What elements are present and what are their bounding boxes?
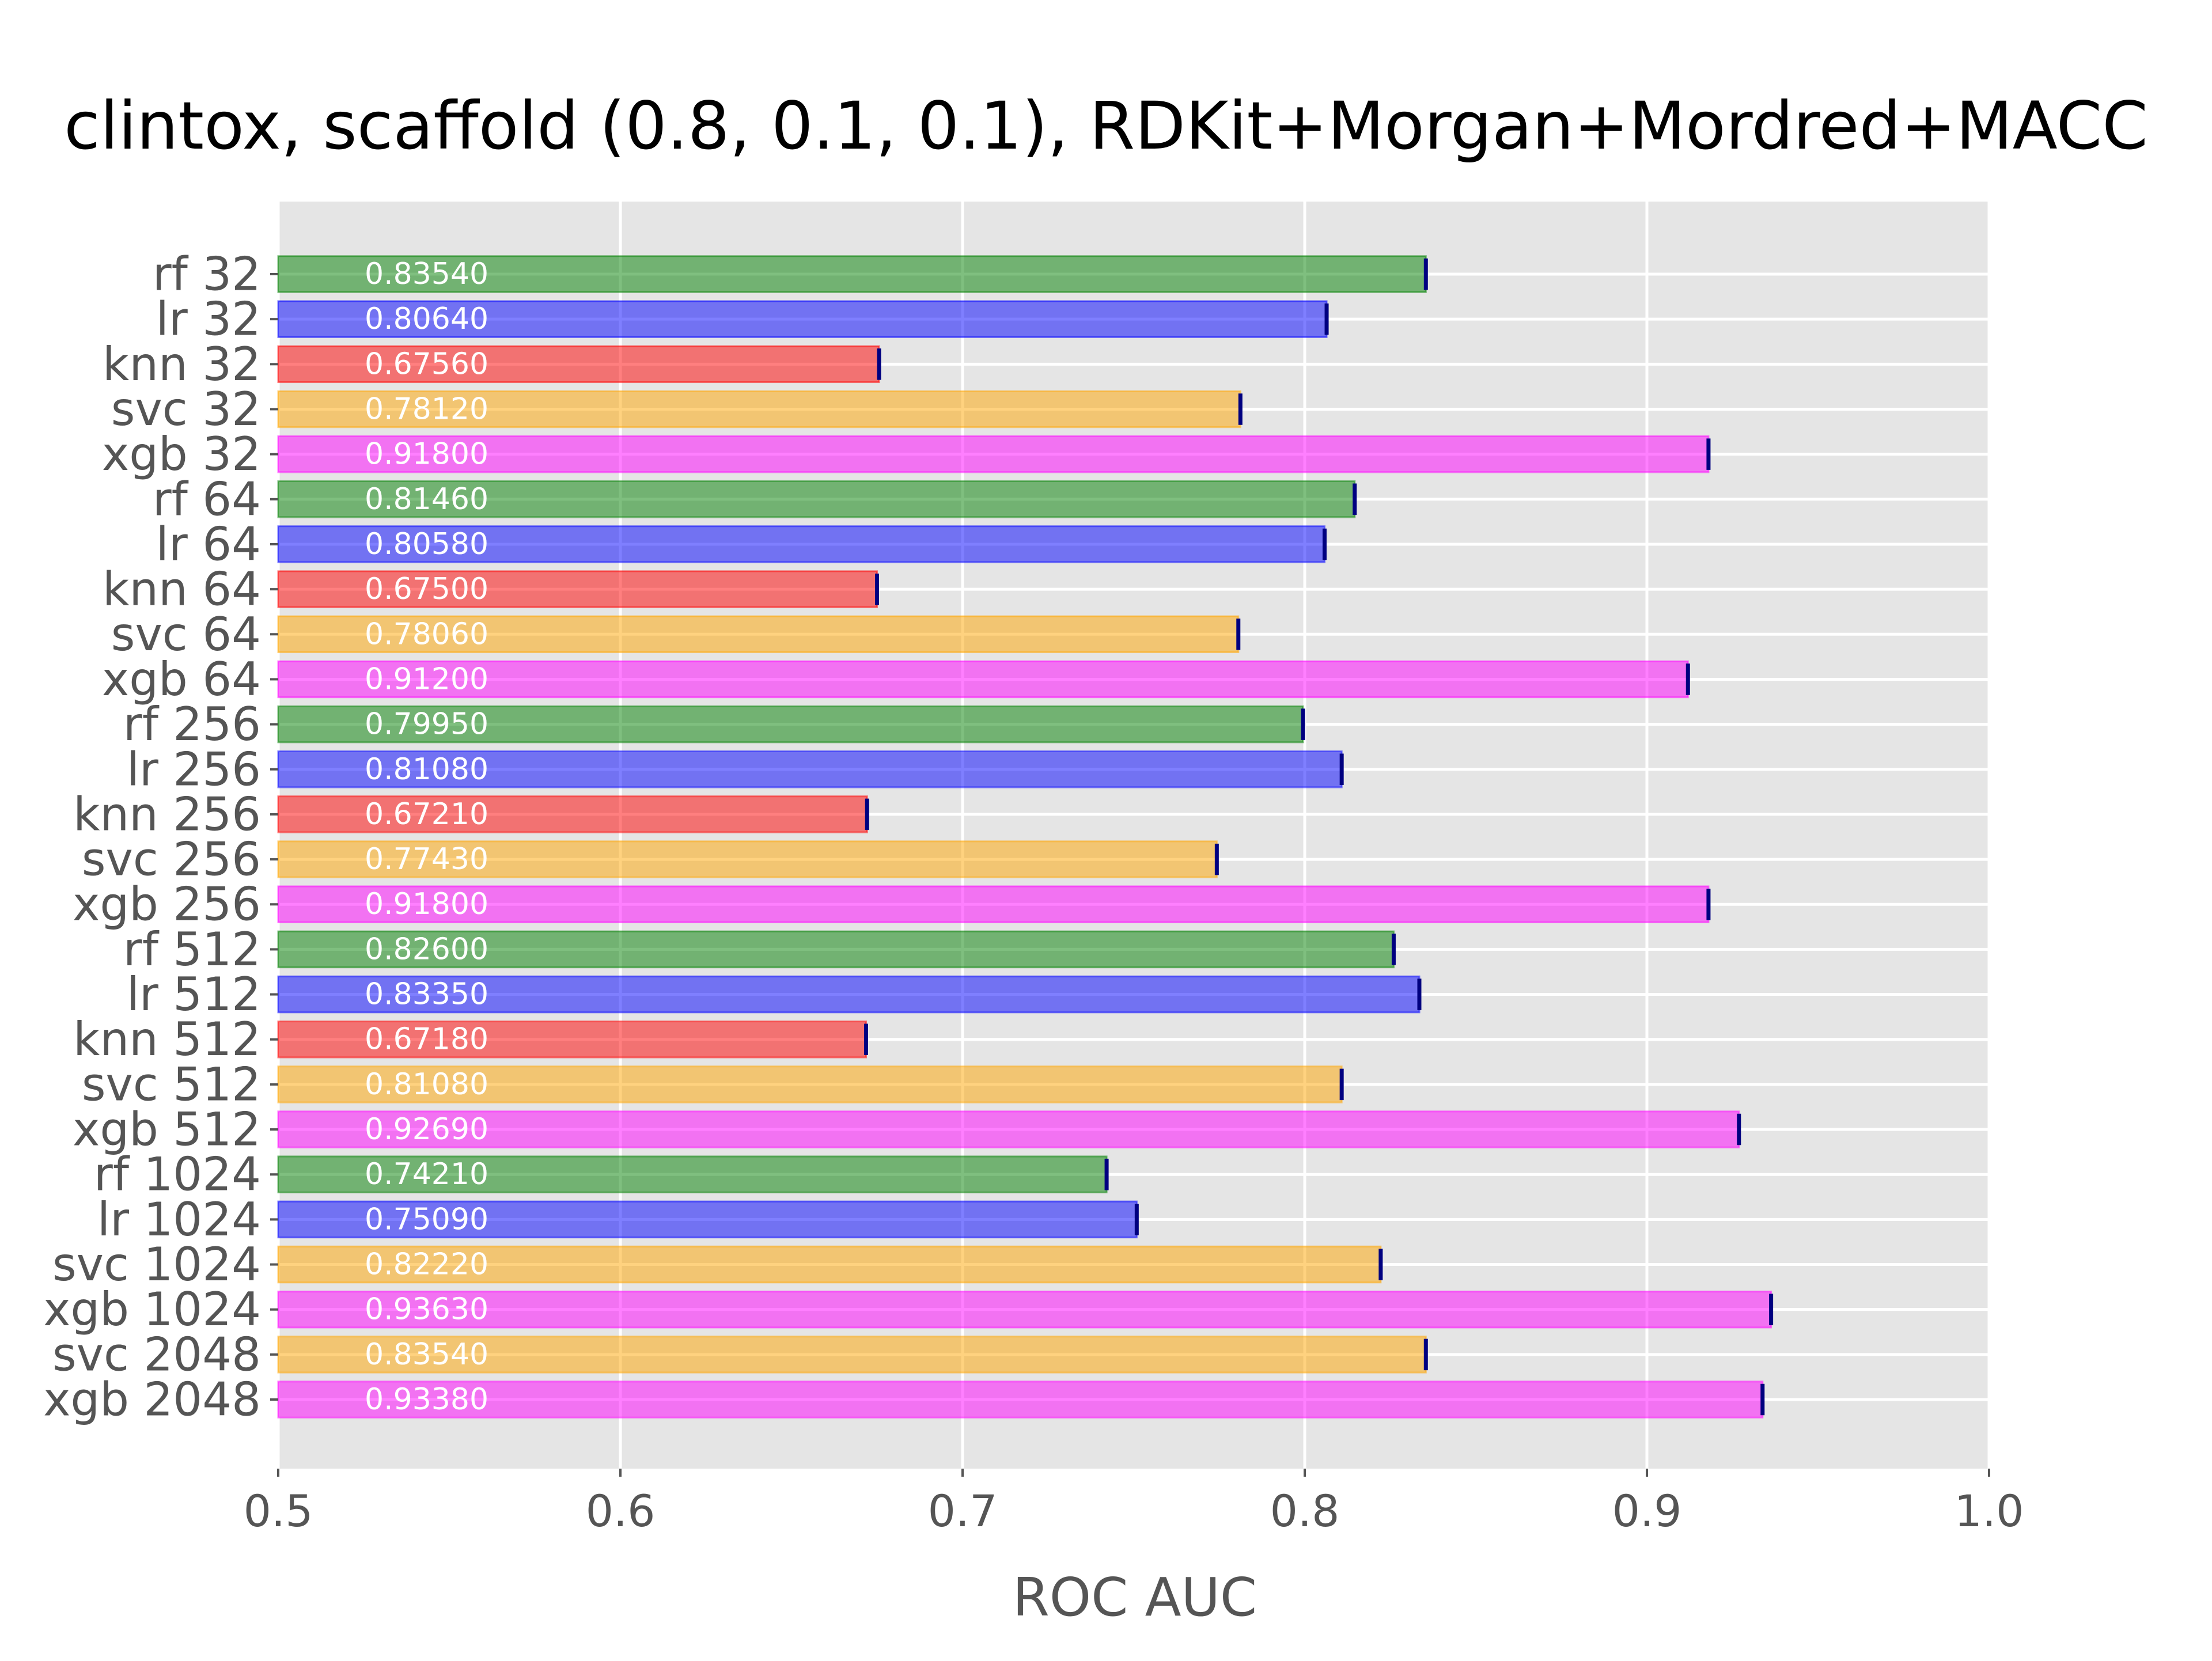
bar — [277, 480, 1356, 518]
value-label: 0.81080 — [365, 1067, 488, 1102]
bar — [277, 615, 1240, 654]
value-label: 0.81080 — [365, 752, 488, 787]
y-tick-label: xgb 256 — [73, 878, 261, 931]
y-tick-label: xgb 32 — [102, 427, 261, 481]
y-tick-label: xgb 2048 — [43, 1373, 261, 1427]
y-tick-label: knn 256 — [73, 787, 261, 841]
bar — [277, 345, 880, 384]
value-label: 0.67560 — [365, 347, 488, 381]
value-label: 0.93380 — [365, 1382, 488, 1417]
value-label: 0.82600 — [365, 932, 488, 966]
value-label: 0.79950 — [365, 707, 488, 742]
y-tick-label: svc 256 — [82, 833, 261, 886]
y-tick-label: xgb 64 — [102, 653, 261, 706]
y-tick-label: svc 64 — [111, 608, 261, 661]
y-tick-label: knn 512 — [73, 1012, 261, 1066]
value-label: 0.80640 — [365, 302, 488, 336]
y-tick-label: lr 256 — [127, 742, 261, 796]
y-tick-label: rf 512 — [123, 923, 261, 976]
value-label: 0.78060 — [365, 617, 488, 651]
value-label: 0.67500 — [365, 572, 488, 606]
y-tick-label: svc 512 — [82, 1057, 261, 1111]
x-tick-label: 0.8 — [1270, 1485, 1340, 1537]
y-tick-label: lr 1024 — [97, 1193, 261, 1246]
y-tick-label: lr 512 — [127, 968, 261, 1021]
y-tick-label: svc 32 — [111, 382, 261, 436]
bar — [277, 525, 1325, 563]
value-label: 0.67210 — [365, 797, 488, 832]
y-tick-label: rf 64 — [153, 472, 261, 526]
bar — [277, 435, 1710, 473]
value-label: 0.75090 — [365, 1202, 488, 1237]
bar — [277, 840, 1218, 878]
y-tick-label: xgb 1024 — [43, 1283, 261, 1336]
bar — [277, 1245, 1382, 1284]
y-tick-label: svc 1024 — [52, 1238, 261, 1291]
bar — [277, 750, 1343, 788]
x-tick-label: 0.6 — [586, 1485, 656, 1537]
value-label: 0.80580 — [365, 527, 488, 562]
bar — [277, 1110, 1740, 1148]
bar — [277, 975, 1421, 1014]
bar — [277, 705, 1304, 744]
value-label: 0.83350 — [365, 977, 488, 1012]
bar — [277, 1381, 1764, 1419]
value-label: 0.91800 — [365, 437, 488, 472]
value-label: 0.83540 — [365, 257, 488, 291]
value-label: 0.82220 — [365, 1247, 488, 1282]
value-label: 0.81460 — [365, 482, 488, 517]
value-label: 0.91800 — [365, 887, 488, 921]
y-tick-label: svc 2048 — [52, 1328, 261, 1381]
y-tick-label: knn 64 — [103, 563, 261, 616]
bar — [277, 1065, 1343, 1103]
chart-title: clintox, scaffold (0.8, 0.1, 0.1), RDKit… — [64, 88, 2148, 164]
x-axis-label: ROC AUC — [1013, 1567, 1257, 1628]
value-label: 0.91200 — [365, 662, 488, 696]
y-tick-label: knn 32 — [103, 337, 261, 391]
value-label: 0.74210 — [365, 1157, 488, 1192]
bar — [277, 660, 1689, 699]
bar — [277, 1290, 1772, 1329]
value-label: 0.77430 — [365, 842, 488, 877]
x-tick-label: 0.7 — [928, 1485, 998, 1537]
bar — [277, 1336, 1427, 1374]
value-label: 0.92690 — [365, 1112, 488, 1147]
y-tick-label: lr 32 — [156, 293, 261, 346]
x-axis: 0.5 0.6 0.7 0.8 0.9 1.0 — [244, 1469, 2024, 1537]
bar — [277, 570, 878, 608]
bar — [277, 885, 1710, 924]
y-tick-label: lr 64 — [156, 517, 261, 571]
x-tick-label: 0.5 — [244, 1485, 313, 1537]
y-tick-label: xgb 512 — [73, 1103, 261, 1156]
bars: 0.83540 0.80640 0.67560 0.78120 0.91800 0.814… — [277, 255, 1774, 1419]
y-tick-label: rf 1024 — [94, 1148, 261, 1201]
y-tick-label: rf 32 — [153, 248, 261, 301]
bar — [277, 255, 1427, 293]
x-tick-label: 0.9 — [1612, 1485, 1682, 1537]
value-label: 0.93630 — [365, 1292, 488, 1327]
value-label: 0.78120 — [365, 392, 488, 426]
value-label: 0.67180 — [365, 1022, 488, 1057]
y-tick-label: rf 256 — [123, 697, 261, 751]
value-label: 0.83540 — [365, 1337, 488, 1372]
x-tick-label: 1.0 — [1955, 1485, 2024, 1537]
